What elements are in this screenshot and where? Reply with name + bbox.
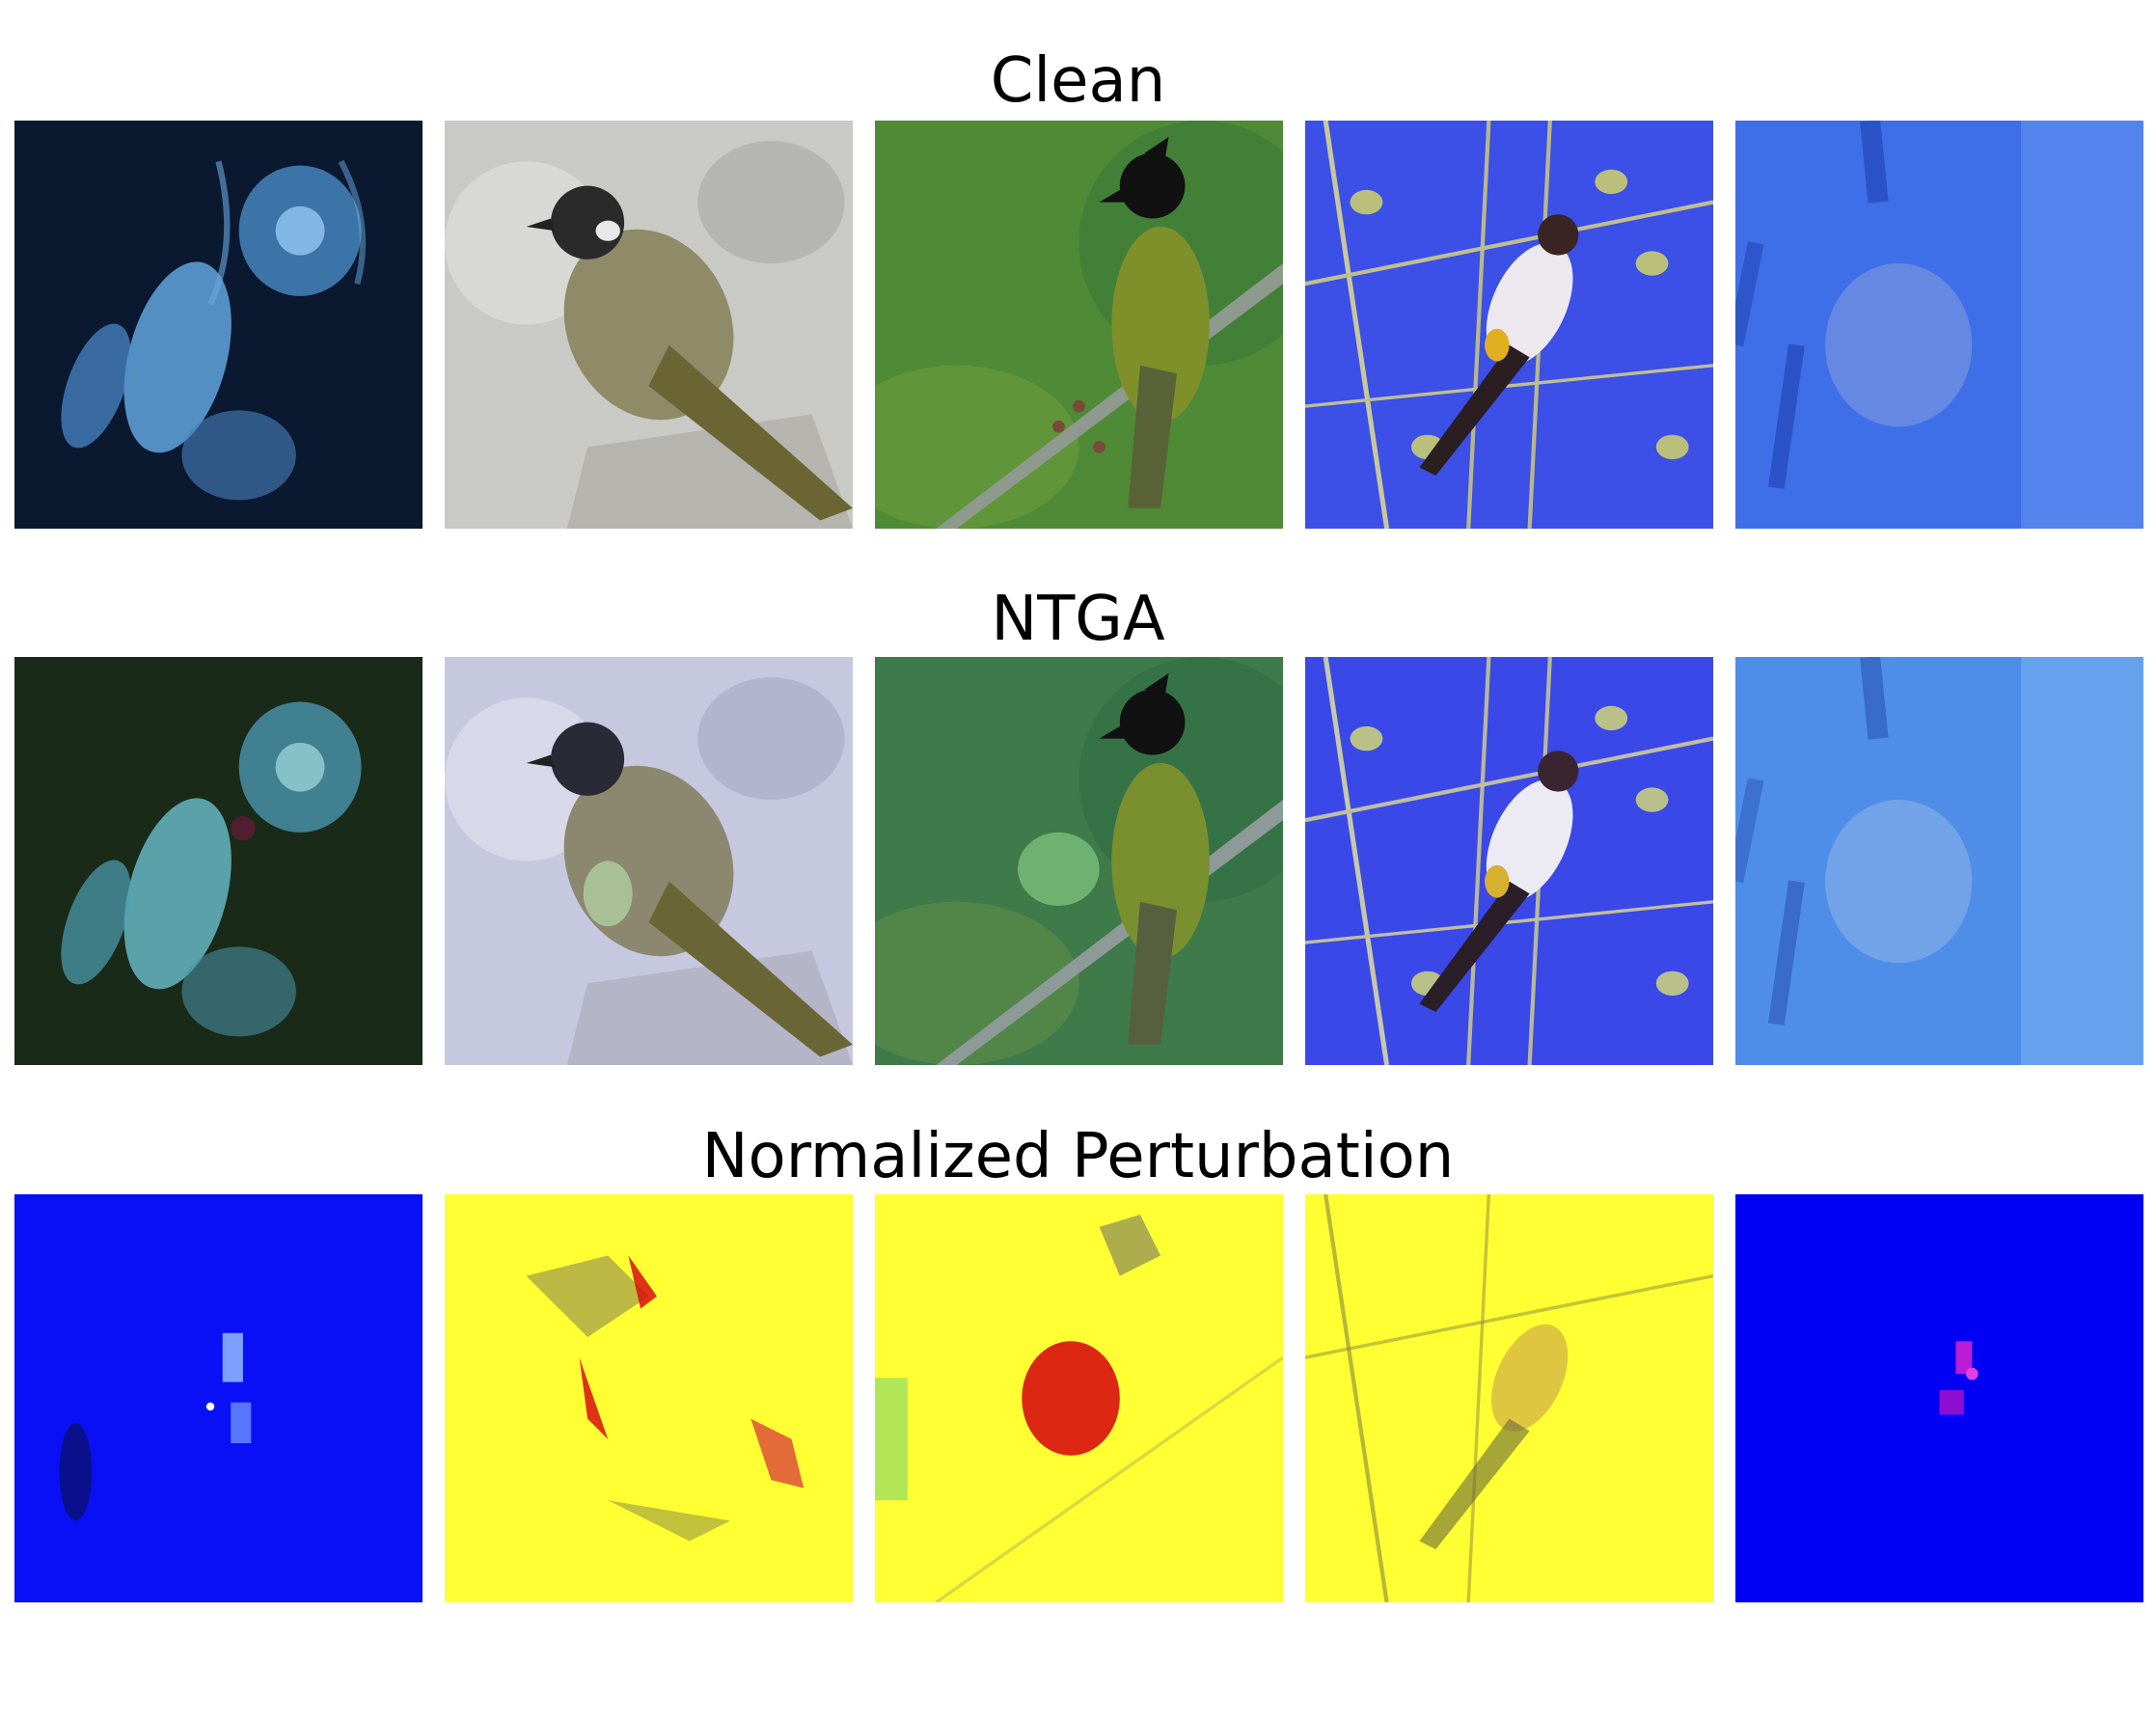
ntga-image-crested-bird	[875, 657, 1283, 1065]
row-title-normalized-perturbation: Normalized Perturbation	[701, 1121, 1455, 1192]
perturbation-image-jellyfish	[14, 1194, 423, 1602]
clean-image-blue-abstract	[1735, 121, 2143, 529]
clean-image-bird-on-rock	[445, 121, 853, 529]
row-title-ntga: NTGA	[991, 584, 1165, 655]
ntga-image-bird-on-rock	[445, 657, 853, 1065]
ntga-image-jellyfish	[14, 657, 423, 1065]
row-title-clean: Clean	[990, 45, 1166, 117]
perturbation-image-bird-in-branches	[1305, 1194, 1713, 1602]
clean-image-jellyfish	[14, 121, 423, 529]
ntga-image-bird-in-branches	[1305, 657, 1713, 1065]
clean-image-crested-bird	[875, 121, 1283, 529]
perturbation-image-bird-on-rock	[445, 1194, 853, 1602]
perturbation-image-blue-abstract	[1735, 1194, 2143, 1602]
clean-image-bird-in-branches	[1305, 121, 1713, 529]
ntga-image-blue-abstract	[1735, 657, 2143, 1065]
perturbation-image-crested-bird	[875, 1194, 1283, 1602]
